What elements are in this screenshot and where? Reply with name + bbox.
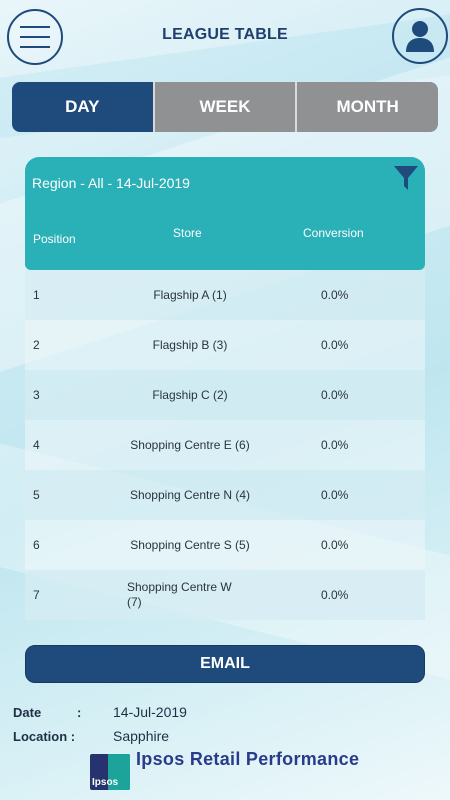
cell-store: Flagship C (2) bbox=[152, 387, 228, 402]
cell-store: Shopping Centre S (5) bbox=[130, 537, 250, 552]
location-value: Sapphire bbox=[113, 728, 170, 744]
column-header-conversion: Conversion bbox=[303, 226, 364, 240]
cell-conversion: 0.0% bbox=[321, 288, 349, 302]
column-header-store: Store bbox=[173, 226, 202, 240]
date-label: Date bbox=[13, 705, 42, 720]
region-label: Region - All - 14-Jul-2019 bbox=[32, 175, 190, 191]
date-value: 14-Jul-2019 bbox=[113, 704, 187, 720]
user-icon bbox=[406, 21, 434, 52]
table-body: 1 Flagship A (1) 0.0% 2 Flagship B (3) 0… bbox=[25, 270, 425, 620]
location-label: Location : bbox=[13, 729, 76, 744]
cell-store: Flagship B (3) bbox=[152, 337, 228, 352]
cell-store: Shopping Centre E (6) bbox=[130, 437, 250, 452]
cell-conversion: 0.0% bbox=[321, 588, 349, 602]
tab-month[interactable]: MONTH bbox=[295, 82, 438, 132]
cell-conversion: 0.0% bbox=[321, 438, 349, 452]
table-row[interactable]: 1 Flagship A (1) 0.0% bbox=[25, 270, 425, 320]
cell-position: 5 bbox=[33, 488, 40, 502]
page-title: LEAGUE TABLE bbox=[162, 26, 288, 43]
cell-position: 3 bbox=[33, 388, 40, 402]
email-button[interactable]: EMAIL bbox=[25, 645, 425, 683]
period-tabs: DAY WEEK MONTH bbox=[12, 82, 438, 132]
table-row[interactable]: 2 Flagship B (3) 0.0% bbox=[25, 320, 425, 370]
cell-conversion: 0.0% bbox=[321, 338, 349, 352]
date-colon: : bbox=[77, 705, 82, 720]
cell-store: Shopping Centre W (7) bbox=[127, 580, 232, 609]
cell-position: 6 bbox=[33, 538, 40, 552]
brand-name: Ipsos Retail Performance bbox=[136, 749, 360, 769]
tab-day[interactable]: DAY bbox=[12, 82, 153, 132]
tab-week[interactable]: WEEK bbox=[152, 82, 296, 132]
hamburger-icon-line bbox=[20, 36, 50, 38]
column-header-position: Position bbox=[33, 232, 76, 246]
cell-store: Flagship A (1) bbox=[153, 287, 227, 302]
table-row[interactable]: 7 Shopping Centre W (7) 0.0% bbox=[25, 570, 425, 620]
app-header: LEAGUE TABLE bbox=[0, 0, 450, 74]
table-row[interactable]: 6 Shopping Centre S (5) 0.0% bbox=[25, 520, 425, 570]
table-header: Region - All - 14-Jul-2019 Position Stor… bbox=[25, 157, 425, 270]
cell-position: 4 bbox=[33, 438, 40, 452]
table-row[interactable]: 3 Flagship C (2) 0.0% bbox=[25, 370, 425, 420]
profile-button[interactable] bbox=[392, 8, 448, 64]
cell-position: 7 bbox=[33, 588, 40, 602]
cell-position: 2 bbox=[33, 338, 40, 352]
league-table: Region - All - 14-Jul-2019 Position Stor… bbox=[25, 157, 425, 620]
hamburger-icon-line bbox=[20, 46, 50, 48]
cell-store: Shopping Centre N (4) bbox=[129, 487, 251, 502]
logo-accent bbox=[108, 754, 130, 790]
cell-conversion: 0.0% bbox=[321, 488, 349, 502]
logo-text: Ipsos bbox=[92, 777, 119, 788]
hamburger-icon-line bbox=[20, 26, 50, 28]
table-row[interactable]: 4 Shopping Centre E (6) 0.0% bbox=[25, 420, 425, 470]
filter-icon[interactable] bbox=[393, 164, 419, 192]
ipsos-logo: Ipsos bbox=[90, 754, 130, 790]
cell-conversion: 0.0% bbox=[321, 538, 349, 552]
cell-conversion: 0.0% bbox=[321, 388, 349, 402]
menu-button[interactable] bbox=[7, 9, 63, 65]
table-row[interactable]: 5 Shopping Centre N (4) 0.0% bbox=[25, 470, 425, 520]
cell-position: 1 bbox=[33, 288, 40, 302]
